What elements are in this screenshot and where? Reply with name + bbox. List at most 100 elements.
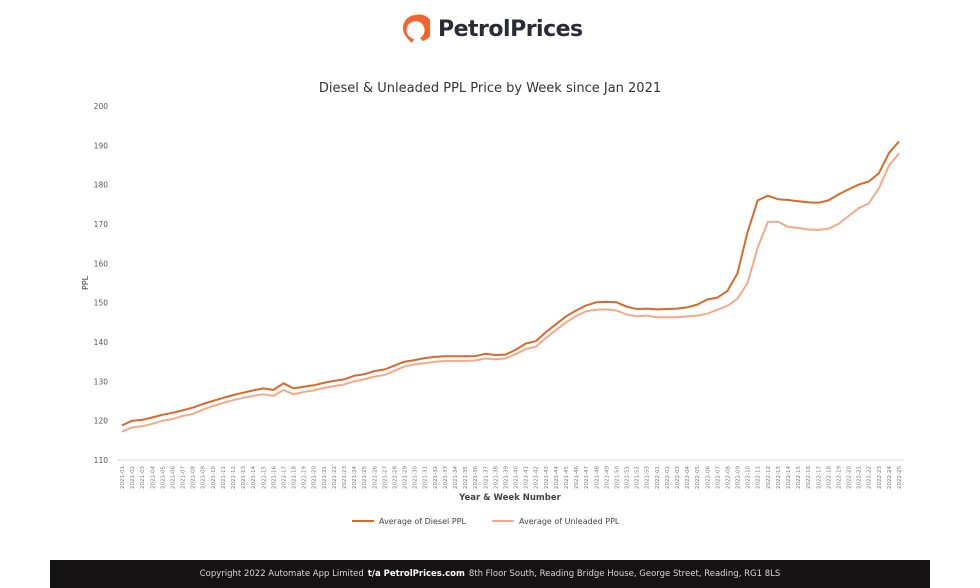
- x-tick-label: 2021-11: [221, 466, 227, 489]
- x-tick-label: 2021-26: [372, 466, 378, 489]
- x-tick-label: 2021-45: [564, 466, 570, 489]
- x-tick-label: 2022-09: [736, 466, 742, 489]
- x-tick-label: 2022-18: [826, 466, 832, 489]
- map-pin-icon: [403, 14, 430, 43]
- x-tick-label: 2022-06: [705, 466, 711, 489]
- footer: Copyright 2022 Automate App Limited t/a …: [50, 560, 930, 588]
- y-tick-label: 120: [94, 417, 109, 426]
- x-tick-label: 2021-23: [342, 466, 348, 489]
- x-tick-label: 2021-02: [130, 466, 136, 489]
- x-tick-label: 2021-42: [534, 466, 540, 489]
- x-tick-label: 2021-19: [302, 466, 308, 489]
- x-tick-label: 2021-06: [170, 466, 176, 489]
- x-tick-label: 2021-40: [514, 466, 520, 489]
- x-tick-label: 2021-25: [362, 466, 368, 489]
- legend-label-diesel: Average of Diesel PPL: [379, 517, 466, 526]
- x-tick-label: 2022-24: [887, 466, 893, 489]
- x-tick-label: 2021-03: [140, 466, 146, 489]
- x-tick-label: 2021-28: [392, 466, 398, 489]
- x-tick-label: 2021-24: [352, 466, 358, 489]
- x-tick-label: 2022-12: [766, 466, 772, 489]
- x-tick-label: 2022-20: [847, 466, 853, 489]
- brand-logo: PetrolPrices: [402, 14, 583, 44]
- x-tick-label: 2022-21: [857, 466, 863, 489]
- x-tick-label: 2021-44: [554, 466, 560, 489]
- x-tick-label: 2021-34: [453, 466, 459, 489]
- x-tick-label: 2022-25: [897, 466, 903, 489]
- footer-site: t/a PetrolPrices.com: [367, 569, 465, 579]
- x-tick-label: 2021-37: [483, 466, 489, 489]
- x-tick-label: 2021-51: [625, 466, 631, 489]
- x-tick-label: 2021-20: [312, 466, 318, 489]
- x-tick-label: 2021-07: [181, 466, 187, 489]
- x-tick-label: 2021-49: [604, 466, 610, 489]
- x-tick-label: 2021-13: [241, 466, 247, 489]
- series-line-diesel: [121, 140, 900, 427]
- x-tick-label: 2021-30: [413, 466, 419, 489]
- footer-copyright: Copyright 2022 Automate App Limited: [199, 569, 364, 579]
- legend: Average of Diesel PPL Average of Unleade…: [352, 517, 620, 526]
- x-tick-label: 2021-04: [150, 466, 156, 489]
- x-tick-label: 2021-52: [635, 466, 641, 489]
- x-tick-label: 2021-09: [201, 466, 207, 489]
- x-tick-label: 2022-02: [665, 466, 671, 489]
- x-tick-label: 2021-12: [231, 466, 237, 489]
- x-tick-label: 2021-27: [382, 466, 388, 489]
- x-tick-label: 2021-46: [574, 466, 580, 489]
- x-tick-label: 2021-53: [645, 466, 651, 489]
- x-tick-label: 2022-23: [877, 466, 883, 489]
- x-tick-label: 2022-04: [685, 466, 691, 489]
- y-tick-label: 160: [94, 259, 109, 268]
- x-tick-label: 2021-17: [281, 466, 287, 489]
- x-tick-label: 2021-10: [211, 466, 217, 489]
- x-tick-label: 2021-47: [584, 466, 590, 489]
- x-tick-label: 2022-01: [655, 466, 661, 489]
- x-tick-label: 2021-22: [332, 466, 338, 489]
- x-tick-label: 2022-05: [695, 466, 701, 489]
- x-tick-label: 2021-15: [261, 466, 267, 489]
- x-tick-label: 2022-22: [867, 466, 873, 489]
- chart-title: Diesel & Unleaded PPL Price by Week sinc…: [319, 81, 661, 96]
- y-tick-label: 140: [94, 338, 109, 347]
- x-tick-label: 2021-36: [473, 466, 479, 489]
- x-tick-label: 2022-17: [816, 466, 822, 489]
- x-tick-label: 2021-08: [191, 466, 197, 489]
- x-tick-label: 2021-50: [614, 466, 620, 489]
- x-tick-label: 2021-43: [544, 466, 550, 489]
- x-tick-label: 2021-18: [292, 466, 298, 489]
- x-tick-label: 2022-16: [806, 466, 812, 489]
- x-tick-label: 2022-14: [786, 466, 792, 489]
- x-tick-label: 2021-33: [443, 466, 449, 489]
- series-line-unleaded: [121, 152, 900, 433]
- line-chart: Diesel & Unleaded PPL Price by Week sinc…: [81, 81, 904, 526]
- x-tick-label: 2021-41: [524, 466, 530, 489]
- x-tick-label: 2021-29: [403, 466, 409, 489]
- y-tick-label: 190: [94, 141, 109, 150]
- x-tick-label: 2022-07: [715, 466, 721, 489]
- x-tick-label: 2021-32: [433, 466, 439, 489]
- y-tick-label: 130: [94, 377, 109, 386]
- x-tick-label: 2022-15: [796, 466, 802, 489]
- y-tick-label: 150: [94, 299, 109, 308]
- x-tick-label: 2021-38: [493, 466, 499, 489]
- y-tick-label: 200: [94, 102, 109, 111]
- x-tick-label: 2021-21: [322, 466, 328, 489]
- y-tick-label: 110: [94, 456, 109, 465]
- x-tick-label: 2021-14: [251, 466, 257, 489]
- x-tick-label: 2021-39: [503, 466, 509, 489]
- y-axis-label: PPL: [81, 275, 90, 290]
- x-tick-label: 2021-05: [160, 466, 166, 489]
- x-tick-label: 2022-13: [776, 466, 782, 489]
- x-tick-label: 2022-11: [756, 466, 762, 489]
- x-tick-label: 2021-16: [271, 466, 277, 489]
- x-tick-label: 2022-10: [746, 466, 752, 489]
- x-tick-label: 2022-08: [725, 466, 731, 489]
- x-tick-label: 2022-19: [836, 466, 842, 489]
- brand-name: PetrolPrices: [438, 16, 583, 42]
- x-tick-label: 2021-48: [594, 466, 600, 489]
- footer-address: 8th Floor South, Reading Bridge House, G…: [468, 569, 781, 579]
- y-tick-label: 180: [94, 181, 109, 190]
- legend-label-unleaded: Average of Unleaded PPL: [519, 517, 620, 526]
- x-tick-label: 2022-03: [675, 466, 681, 489]
- x-tick-label: 2021-35: [463, 466, 469, 489]
